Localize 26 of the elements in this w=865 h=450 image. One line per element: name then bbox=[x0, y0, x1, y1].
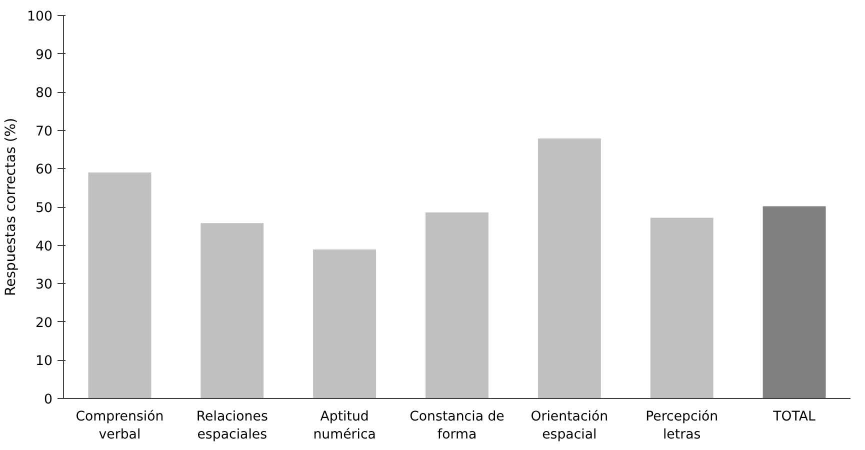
y-tick-label: 90 bbox=[36, 48, 53, 63]
bar bbox=[200, 223, 264, 398]
x-tick-label: Percepción letras bbox=[646, 410, 718, 442]
x-tick-label: Constancia de forma bbox=[410, 410, 504, 442]
y-tick-label: 100 bbox=[27, 10, 53, 24]
bar bbox=[426, 212, 488, 398]
y-tick-label: 40 bbox=[36, 239, 53, 254]
bar bbox=[650, 218, 714, 398]
y-tick-label: 70 bbox=[36, 124, 53, 140]
x-tick-label: Comprensión verbal bbox=[76, 410, 164, 442]
y-tick-label: 60 bbox=[36, 162, 53, 178]
y-axis-title: Respuestas correctas (%) bbox=[3, 118, 20, 296]
x-tick-label: Relaciones espaciales bbox=[196, 410, 268, 442]
x-tick-label: Orientación espacial bbox=[530, 410, 608, 442]
x-tick-label: Aptitud numérica bbox=[313, 410, 376, 442]
y-tick-label: 50 bbox=[36, 201, 53, 216]
bar bbox=[313, 250, 376, 398]
y-tick-label: 20 bbox=[36, 316, 53, 331]
x-tick-label: TOTAL bbox=[772, 410, 816, 424]
y-tick-label: 0 bbox=[44, 392, 53, 408]
y-tick-label: 80 bbox=[36, 86, 53, 102]
bar bbox=[538, 138, 601, 398]
bar bbox=[762, 206, 826, 398]
y-tick-label: 30 bbox=[36, 278, 53, 293]
bar bbox=[88, 172, 152, 398]
y-tick-label: 10 bbox=[36, 354, 53, 370]
